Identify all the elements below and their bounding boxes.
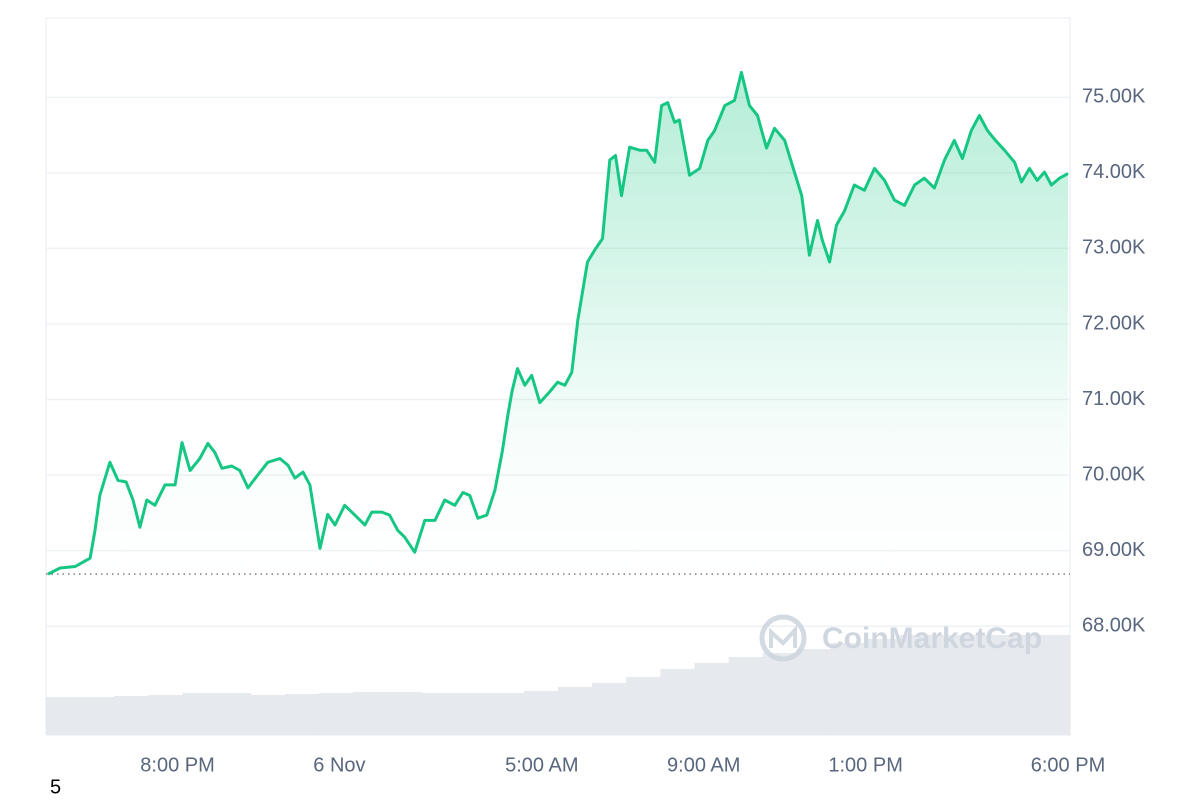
volume-bar (626, 677, 661, 735)
volume-bar (455, 693, 491, 735)
volume-bar (558, 687, 593, 735)
y-tick-label: 72.00K (1082, 312, 1146, 334)
volume-bar (319, 693, 354, 735)
volume-bar (933, 635, 969, 735)
volume-bar (284, 694, 320, 735)
volume-bar (694, 663, 730, 735)
volume-bar (660, 669, 696, 735)
watermark-logo (759, 614, 807, 662)
y-tick-label: 73.00K (1082, 237, 1146, 259)
volume-bar (796, 649, 832, 735)
volume-bar (967, 635, 1003, 735)
volume-bar (489, 693, 525, 735)
volume-bar (523, 691, 559, 735)
volume-bar (1001, 635, 1037, 735)
volume-bar (762, 653, 798, 735)
footer-text: 5 (50, 776, 61, 798)
area (48, 72, 1068, 575)
volume-bar (865, 639, 900, 735)
volume-bar (728, 657, 764, 735)
volume-bar (387, 692, 422, 735)
y-tick-label: 75.00K (1082, 86, 1146, 108)
watermark: CoinMarketCap (822, 622, 1042, 655)
volume-bar (216, 693, 252, 735)
volume-bar (114, 696, 149, 735)
y-tick-label: 71.00K (1082, 388, 1146, 410)
volume-bar (899, 635, 934, 735)
x-tick-label: 6:00 PM (1031, 754, 1105, 776)
y-tick-label: 70.00K (1082, 463, 1146, 485)
volume-bar (182, 693, 218, 735)
y-tick-label: 68.00K (1082, 614, 1146, 636)
volume-bar (80, 697, 115, 735)
volume-bar (353, 692, 388, 735)
x-tick-label: 1:00 PM (828, 754, 902, 776)
x-tick-label: 5:00 AM (505, 754, 578, 776)
y-tick-label: 74.00K (1082, 161, 1146, 183)
x-tick-label: 9:00 AM (667, 754, 740, 776)
volume-bar (592, 683, 627, 735)
volume-bar (46, 697, 81, 735)
volume-bar (148, 695, 184, 735)
volume-bar (250, 695, 286, 735)
volume-bar (421, 693, 457, 735)
x-tick-label: 6 Nov (313, 754, 365, 776)
x-tick-label: 8:00 PM (140, 754, 214, 776)
y-tick-label: 69.00K (1082, 539, 1146, 561)
volume-bar (1035, 635, 1071, 735)
volume-bar (831, 643, 866, 735)
price-line (47, 70, 1069, 576)
